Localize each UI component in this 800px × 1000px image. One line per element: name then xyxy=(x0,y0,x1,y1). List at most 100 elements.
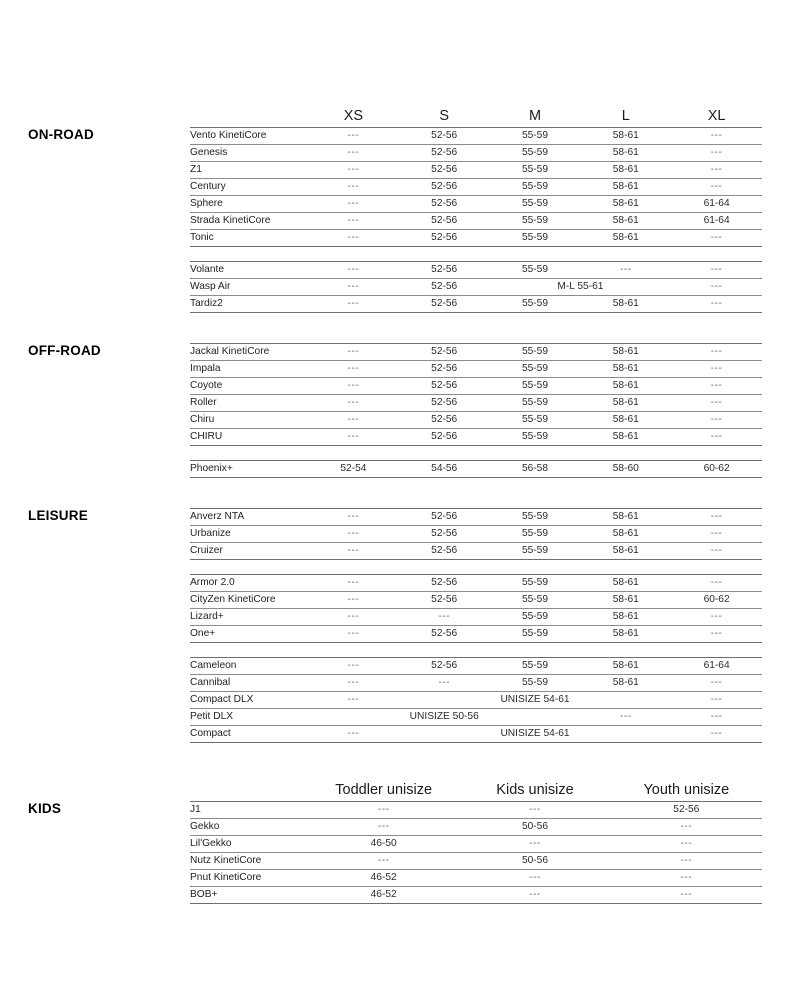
size-cell: 58-61 xyxy=(580,295,672,313)
table-row: Strada KinetiCore --- 52-56 55-59 58-61 61-64 xyxy=(190,212,762,230)
product-name-cell: CityZen KinetiCore xyxy=(190,591,308,609)
size-cell: 52-56 xyxy=(398,343,490,361)
size-cell: 55-59 xyxy=(489,212,581,230)
size-cell: 52-56 xyxy=(398,261,490,279)
size-cell-empty: --- xyxy=(671,295,762,313)
product-name-cell: Wasp Air xyxy=(190,278,308,296)
column-header-xs: XS xyxy=(343,108,364,124)
column-header-m: M xyxy=(528,108,542,124)
adult-column-headers: XS S M L XL xyxy=(190,105,762,127)
size-table: Anverz NTA --- 52-56 55-59 58-61 --- Urbanize -… xyxy=(190,508,762,560)
size-cell-empty: --- xyxy=(308,625,399,643)
size-cell: 55-59 xyxy=(489,574,581,592)
size-cell: 52-56 xyxy=(398,525,490,543)
size-cell: 52-56 xyxy=(398,377,490,395)
size-cell-empty: --- xyxy=(580,708,672,726)
size-cell-empty: --- xyxy=(671,261,762,279)
size-cell-empty: --- xyxy=(308,343,399,361)
table-row: Nutz KinetiCore --- 50-56 --- xyxy=(190,852,762,870)
size-cell: 58-61 xyxy=(580,625,672,643)
size-cell: 58-61 xyxy=(580,229,672,247)
size-cell: 55-59 xyxy=(489,161,581,179)
table-row: Pnut KinetiCore 46-52 --- --- xyxy=(190,869,762,887)
sections-container: ON-ROAD Vento KinetiCore --- 52-56 55-59 58-6… xyxy=(0,127,800,904)
product-name-cell: Coyote xyxy=(190,377,308,395)
product-name-cell: Cameleon xyxy=(190,657,308,675)
size-cell-empty: --- xyxy=(671,161,762,179)
size-table: Cameleon --- 52-56 55-59 58-61 61-64 Cannibal -… xyxy=(190,657,762,743)
section-on-road: ON-ROAD Vento KinetiCore --- 52-56 55-59 58-6… xyxy=(0,127,800,313)
column-header-toddler: Toddler unisize xyxy=(335,782,433,798)
size-cell: 55-59 xyxy=(489,178,581,196)
size-cell-empty: --- xyxy=(610,869,762,887)
size-table: J1 --- --- 52-56 Gekko --- 50-56 --- Lil'Gekko 46… xyxy=(190,801,762,904)
size-cell: 52-56 xyxy=(398,295,490,313)
size-cell-empty: --- xyxy=(308,394,399,412)
size-cell-empty: --- xyxy=(671,229,762,247)
table-block-gap xyxy=(190,247,800,261)
table-row: Anverz NTA --- 52-56 55-59 58-61 --- xyxy=(190,508,762,526)
size-cell: UNISIZE 54-61 xyxy=(398,691,672,709)
size-cell-empty: --- xyxy=(308,525,399,543)
size-cell: 58-61 xyxy=(580,161,672,179)
size-cell-empty: --- xyxy=(459,886,611,904)
size-table: Phoenix+ 52-54 54-56 56-58 58-60 60-62 xyxy=(190,460,762,478)
size-cell-empty: --- xyxy=(308,278,399,296)
size-cell: 58-61 xyxy=(580,428,672,446)
size-cell: 58-61 xyxy=(580,212,672,230)
size-cell-empty: --- xyxy=(308,360,399,378)
table-row: Z1 --- 52-56 55-59 58-61 --- xyxy=(190,161,762,179)
size-cell: 52-56 xyxy=(398,229,490,247)
size-cell: 52-56 xyxy=(398,195,490,213)
size-table: Armor 2.0 --- 52-56 55-59 58-61 --- CityZen Ki… xyxy=(190,574,762,643)
column-header-youth: Youth unisize xyxy=(643,782,730,798)
size-cell: 52-56 xyxy=(398,161,490,179)
kids-column-headers: Toddler unisize Kids unisize Youth unisize xyxy=(190,779,762,801)
size-cell: 58-61 xyxy=(580,377,672,395)
size-cell: 58-61 xyxy=(580,195,672,213)
column-header-l: L xyxy=(621,108,630,124)
table-row: CityZen KinetiCore --- 52-56 55-59 58-61 60-6… xyxy=(190,591,762,609)
size-cell-empty: --- xyxy=(308,178,399,196)
table-row: Cameleon --- 52-56 55-59 58-61 61-64 xyxy=(190,657,762,675)
size-cell: 55-59 xyxy=(489,295,581,313)
table-row: Compact --- UNISIZE 54-61 --- xyxy=(190,725,762,743)
size-cell-empty: --- xyxy=(671,525,762,543)
adult-column-header-row: XS S M L XL xyxy=(190,105,762,127)
size-cell-empty: --- xyxy=(308,508,399,526)
size-cell: 50-56 xyxy=(459,818,611,836)
size-cell: 58-61 xyxy=(580,608,672,626)
size-cell: 55-59 xyxy=(489,542,581,560)
product-name-cell: Sphere xyxy=(190,195,308,213)
size-cell-empty: --- xyxy=(671,278,762,296)
size-cell: 55-59 xyxy=(489,127,581,145)
size-cell: 55-59 xyxy=(489,394,581,412)
size-cell-empty: --- xyxy=(308,691,399,709)
product-name-cell: Roller xyxy=(190,394,308,412)
size-cell: 58-61 xyxy=(580,574,672,592)
size-cell-empty: --- xyxy=(398,674,490,692)
size-cell: M-L 55-61 xyxy=(489,278,672,296)
table-row: Wasp Air --- 52-56 M-L 55-61 --- xyxy=(190,278,762,296)
table-row: Petit DLX UNISIZE 50-56 --- --- xyxy=(190,708,762,726)
product-name-cell: Chiru xyxy=(190,411,308,429)
size-cell-empty: --- xyxy=(308,161,399,179)
product-name-cell: Volante xyxy=(190,261,308,279)
section-tables: J1 --- --- 52-56 Gekko --- 50-56 --- Lil'Gekko 46… xyxy=(190,801,800,904)
size-cell-empty: --- xyxy=(308,144,399,162)
product-name-cell: Pnut KinetiCore xyxy=(190,869,308,887)
size-cell: 58-61 xyxy=(580,657,672,675)
size-cell: 52-56 xyxy=(398,542,490,560)
product-name-cell: Compact xyxy=(190,725,308,743)
table-row: Urbanize --- 52-56 55-59 58-61 --- xyxy=(190,525,762,543)
size-cell-empty: --- xyxy=(671,725,762,743)
size-cell: 55-59 xyxy=(489,508,581,526)
size-cell-empty: --- xyxy=(308,195,399,213)
size-cell-empty: --- xyxy=(671,343,762,361)
size-cell: 52-56 xyxy=(398,144,490,162)
size-cell: 52-56 xyxy=(398,212,490,230)
size-cell: 61-64 xyxy=(671,195,762,213)
product-name-cell: Anverz NTA xyxy=(190,508,308,526)
size-cell: 52-56 xyxy=(398,278,490,296)
